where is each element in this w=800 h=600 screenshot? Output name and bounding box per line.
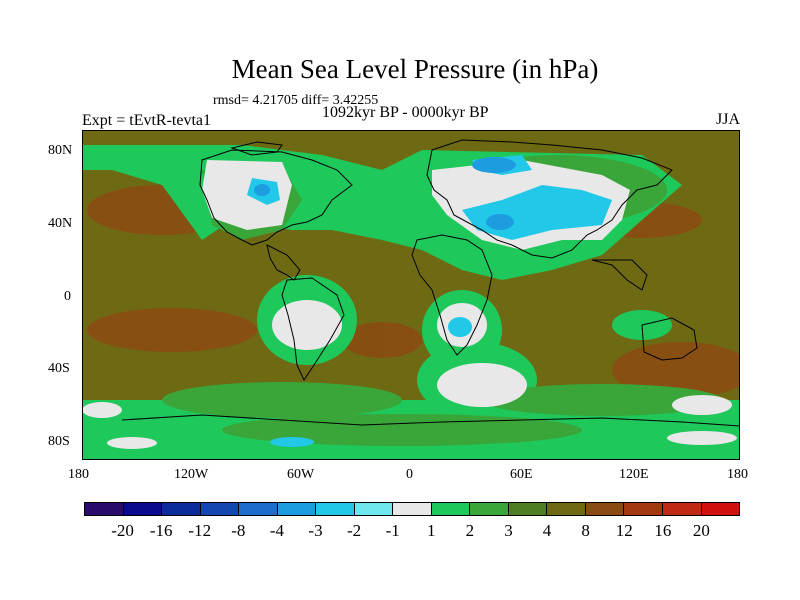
map-frame — [82, 130, 740, 460]
colorbar-swatch — [624, 503, 663, 515]
colorbar-label: 8 — [581, 521, 590, 540]
colorbar-swatch — [508, 503, 548, 515]
x-tick-label: 60W — [287, 467, 315, 482]
x-tick-label: 180 — [68, 467, 89, 482]
x-tick-label: 120W — [174, 467, 209, 482]
colorbar-label: -3 — [308, 521, 323, 540]
colorbar-label: -16 — [149, 521, 173, 540]
x-tick-label: 60E — [510, 467, 533, 482]
colorbar — [84, 502, 740, 516]
period-label: 1092kyr BP - 0000kyr BP — [322, 104, 489, 121]
x-tick-label: 120E — [619, 467, 649, 482]
colorbar-swatch — [200, 503, 240, 515]
colorbar-swatch — [547, 503, 586, 515]
colorbar-swatch — [393, 503, 432, 515]
coastlines — [121, 139, 740, 427]
colorbar-swatch — [162, 503, 201, 515]
colorbar-label: -4 — [269, 521, 285, 540]
stats-label: rmsd= 4.21705 diff= 3.42255 — [213, 93, 379, 108]
colorbar-swatch — [470, 503, 509, 515]
colorbar-label: -2 — [347, 521, 362, 540]
colorbar-swatch — [277, 503, 317, 515]
colorbar-label: -12 — [188, 521, 212, 540]
colorbar-label: 2 — [465, 521, 475, 540]
colorbar-label: 3 — [504, 521, 513, 540]
pressure-anomaly-map — [82, 130, 740, 460]
y-tick-label: 80S — [48, 434, 70, 449]
colorbar-label: 4 — [542, 521, 552, 540]
colorbar-swatch — [701, 503, 740, 515]
x-tick-label: 0 — [406, 467, 413, 482]
season-label: JJA — [716, 111, 741, 128]
y-tick-label: 40N — [48, 216, 73, 231]
colorbar-swatch — [431, 503, 471, 515]
colorbar-swatch — [85, 503, 124, 515]
y-tick-label: 40S — [48, 361, 70, 376]
y-tick-label: 0 — [64, 289, 71, 304]
colorbar-label: -8 — [231, 521, 246, 540]
colorbar-swatch — [585, 503, 625, 515]
mid-negative-regions — [254, 157, 516, 230]
colorbar-swatch — [239, 503, 278, 515]
colorbar-label: -20 — [111, 521, 134, 540]
colorbar-label: -1 — [385, 521, 400, 540]
map-title: Mean Sea Level Pressure (in hPa) — [231, 54, 599, 84]
colorbar-label: 20 — [692, 521, 710, 540]
colorbar-label: 12 — [615, 521, 633, 540]
colorbar-label: 16 — [654, 521, 672, 540]
experiment-label: Expt = tEvtR-tevta1 — [82, 112, 211, 129]
colorbar-swatch — [662, 503, 702, 515]
colorbar-label: 1 — [427, 521, 436, 540]
y-tick-label: 80N — [48, 143, 73, 158]
x-tick-label: 180 — [727, 467, 748, 482]
colorbar-swatch — [354, 503, 394, 515]
colorbar-swatch — [123, 503, 163, 515]
colorbar-swatch — [316, 503, 355, 515]
